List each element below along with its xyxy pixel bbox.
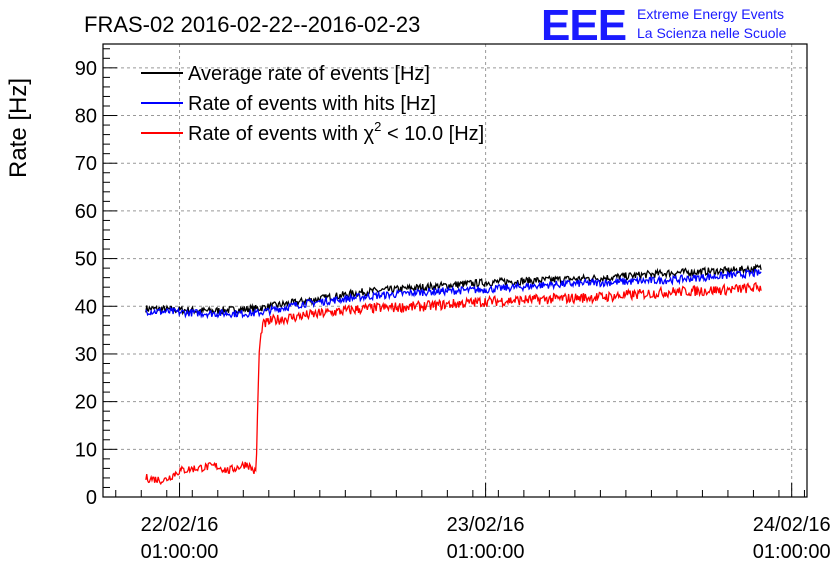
x-tick-time: 01:00:00 [141, 541, 219, 563]
chart-title: FRAS-02 2016-02-22--2016-02-23 [84, 12, 420, 37]
series-average-line [145, 263, 762, 316]
legend: Average rate of events [Hz] Rate of even… [141, 63, 484, 145]
y-tick-label: 20 [75, 392, 97, 414]
legend-label-chi2: Rate of events with χ2 < 10.0 [Hz] [188, 119, 484, 145]
logo-line2: La Scienza nelle Scuole [637, 25, 787, 41]
x-tick-date: 22/02/16 [141, 514, 219, 536]
x-tick-labels: 22/02/16 01:00:00 23/02/16 01:00:00 24/02/16… [141, 514, 831, 563]
y-tick-label: 10 [75, 439, 97, 461]
y-tick-label: 0 [86, 487, 97, 509]
eee-logo: EEE Extreme Energy Events La Scienza nel… [541, 1, 787, 50]
y-tick-labels: 0 10 20 30 40 50 60 70 80 90 [75, 58, 97, 509]
y-axis-label: Rate [Hz] [5, 78, 32, 178]
series-lines [145, 263, 762, 486]
y-tick-label: 50 [75, 249, 97, 271]
y-tick-label: 70 [75, 153, 97, 175]
x-tick-time: 01:00:00 [447, 541, 525, 563]
y-tick-label: 90 [75, 58, 97, 80]
y-tick-label: 30 [75, 344, 97, 366]
series-hits-line [145, 268, 762, 320]
y-tick-label: 60 [75, 201, 97, 223]
x-tick-date: 24/02/16 [753, 514, 831, 536]
series-chi2-line [145, 281, 762, 486]
axis-ticks [103, 48, 805, 498]
legend-label-average: Average rate of events [Hz] [188, 63, 430, 85]
y-tick-label: 80 [75, 106, 97, 128]
logo-line1: Extreme Energy Events [637, 6, 784, 22]
y-tick-label: 40 [75, 296, 97, 318]
logo-mark: EEE [541, 1, 626, 50]
x-tick-time: 01:00:00 [753, 541, 831, 563]
legend-label-hits: Rate of events with hits [Hz] [188, 93, 436, 115]
x-tick-date: 23/02/16 [447, 514, 525, 536]
plot-frame [102, 43, 808, 498]
